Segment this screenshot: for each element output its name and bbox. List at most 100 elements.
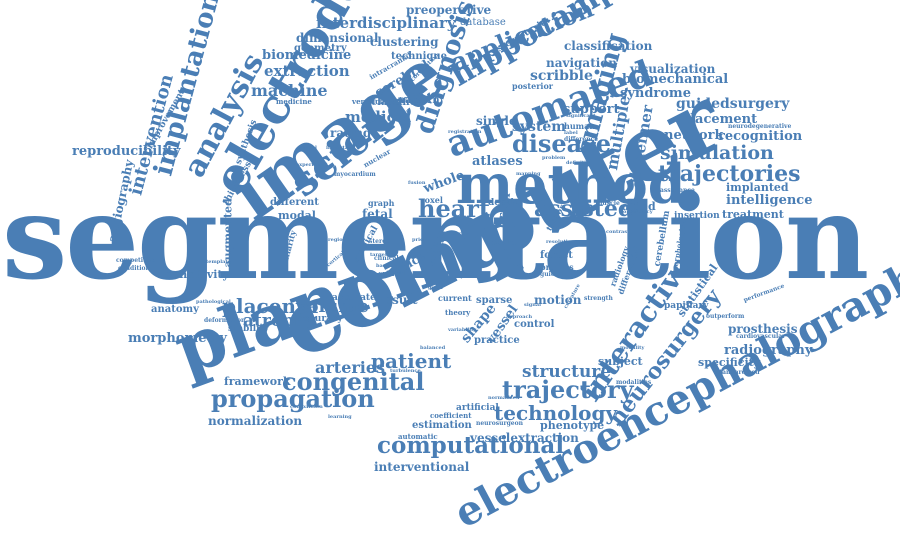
word-prior: prior xyxy=(412,237,426,243)
word-resolution: resolution xyxy=(546,239,575,245)
word-coefficient: coefficient xyxy=(430,411,472,420)
word-geometry: geometry xyxy=(294,43,347,54)
word-assisted: assisted xyxy=(534,196,634,222)
word-standardised: standardised xyxy=(716,369,760,376)
word-system: system xyxy=(512,119,567,135)
word-important: important xyxy=(326,145,355,151)
word-fetal: fetal xyxy=(362,207,393,221)
word-guided: guided xyxy=(540,271,564,278)
word-arteries: arteries xyxy=(315,358,386,377)
word-interdisciplinary: interdisciplinary xyxy=(316,14,456,32)
word-neurodegenerative: neurodegenerative xyxy=(728,123,792,130)
word-morphometry: morphometry xyxy=(128,331,227,346)
word-deformation: deformation xyxy=(204,317,246,324)
word-specificity: specificity xyxy=(698,356,761,369)
word-clustering: clustering xyxy=(370,35,439,49)
word-label: label xyxy=(564,130,578,136)
word-muscle: muscle xyxy=(596,200,620,207)
word-phenotype: phenotype xyxy=(540,419,605,432)
word-current: current xyxy=(438,293,472,303)
word-approach: approach xyxy=(506,314,533,320)
word-sensitivity: sensitivity xyxy=(166,268,229,281)
word-graph: graph xyxy=(368,198,395,208)
word-treatment: treatment xyxy=(722,208,784,221)
word-profiles: profiles xyxy=(540,262,574,272)
word-trajectories: trajectories xyxy=(658,161,801,187)
word-practice: practice xyxy=(474,335,520,346)
word-difference: difference xyxy=(564,136,599,143)
word-ventricle: ventricle xyxy=(352,97,387,106)
word-fusion: fusion xyxy=(408,180,426,186)
word-modal: modal xyxy=(278,209,316,222)
word-atlases: atlases xyxy=(472,154,523,169)
word-outperform: outperform xyxy=(706,313,745,320)
word-classification: classification xyxy=(564,39,653,53)
word-forest: forest xyxy=(540,250,573,261)
word-heart: heart xyxy=(418,194,490,223)
word-spatial: spatial xyxy=(298,145,317,151)
word-aided: aided xyxy=(622,200,656,213)
word-medicine: medicine xyxy=(276,97,312,106)
word-augmented: augmented xyxy=(221,198,235,268)
word-stereo: stereo xyxy=(369,238,390,245)
word-experiment: experiment xyxy=(296,162,328,168)
word-neurosurgeon: neurosurgeon xyxy=(476,420,523,427)
word-navigation: navigation xyxy=(546,56,618,70)
word-technology: technology xyxy=(494,401,618,425)
word-turbulence: turbulence xyxy=(390,368,421,374)
word-theory: theory xyxy=(445,308,471,317)
word-implanted: implanted xyxy=(726,181,789,194)
word-framework: framework xyxy=(224,375,291,388)
word-subject: subject xyxy=(598,355,643,368)
word-database: database xyxy=(460,17,506,28)
word-biomechanical: biomechanical xyxy=(622,72,729,87)
word-propagation: propagation xyxy=(211,384,375,413)
word-visualization: visualization xyxy=(630,62,716,76)
word-definition: definition xyxy=(566,160,594,166)
word-preoperative: preoperative xyxy=(406,3,492,17)
word-human: human xyxy=(564,121,596,131)
word-learning: learning xyxy=(328,414,352,420)
word-signal: signal xyxy=(524,302,541,308)
word-target: target xyxy=(370,252,388,258)
word-insertion: insertion xyxy=(674,211,720,221)
word-extraction: extraction xyxy=(264,62,350,80)
word-modalities: modalities xyxy=(616,379,652,386)
word-result: result xyxy=(378,293,418,307)
word-scale: scale xyxy=(492,237,515,247)
word-classifier: classifier xyxy=(371,97,422,108)
word-depth: depth xyxy=(488,198,518,208)
word-accuracy: accuracy xyxy=(298,314,343,324)
word-motion: motion xyxy=(534,293,582,307)
word-sparse: sparse xyxy=(476,295,513,306)
word-scribble: scribble xyxy=(530,68,593,84)
word-normalized: normalized xyxy=(488,395,520,401)
word-significant: significant xyxy=(566,113,596,119)
word-normalization: normalization xyxy=(208,414,303,428)
word-clinical: clinical xyxy=(374,255,399,262)
word-posterior: posterior xyxy=(512,81,554,91)
word-template: template xyxy=(206,259,231,265)
word-segmentation: segmentation xyxy=(2,170,869,306)
word-consistency: consistency xyxy=(620,209,653,215)
word-trajectory: trajectory xyxy=(502,375,634,404)
word-condition: condition xyxy=(118,265,150,272)
word-patient: patient xyxy=(371,349,452,373)
word-disease: disease xyxy=(512,129,612,158)
word-reproducibility: reproducibility xyxy=(72,144,181,159)
word-vesselextraction: vesselextraction xyxy=(470,431,579,445)
word-pattern: pattern xyxy=(398,95,440,106)
word-congenital: congenital xyxy=(282,367,425,396)
word-assistance: assistance xyxy=(660,187,695,194)
word-control: control xyxy=(514,319,555,330)
word-accurate: accurate xyxy=(332,293,376,303)
word-single: single xyxy=(476,114,517,128)
word-anatomy: anatomy xyxy=(151,304,199,315)
word-strength: strength xyxy=(584,295,613,302)
word-pathological: pathological xyxy=(196,299,231,305)
word-network: network xyxy=(664,128,724,143)
word-guidedsurgery: guidedsurgery xyxy=(676,96,790,112)
word-simulation: simulation xyxy=(660,142,774,164)
word-balanced: balanced xyxy=(420,345,446,351)
